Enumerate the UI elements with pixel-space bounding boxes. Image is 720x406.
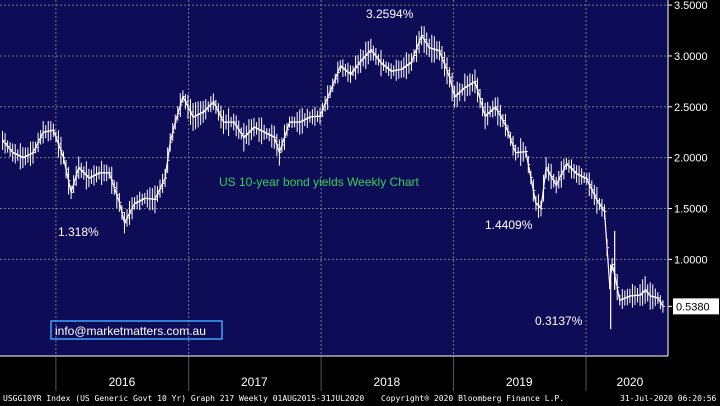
watermark-text: info@marketmatters.com.au <box>55 324 206 338</box>
chart-title: US 10-year bond yields Weekly Chart <box>219 175 420 189</box>
footer-left: USGG10YR Index (US Generic Govt 10 Yr) G… <box>3 394 365 403</box>
annotation-label: 1.318% <box>58 225 99 239</box>
watermark-box <box>50 320 223 340</box>
y-tick-label: 2.5000 <box>674 102 708 114</box>
annotation-label: 3.2594% <box>366 7 414 21</box>
y-tick-label: 2.0000 <box>674 153 708 165</box>
x-tick-label: 2019 <box>506 375 533 389</box>
x-tick-label: 2016 <box>109 375 136 389</box>
last-value-label: 0.5380 <box>676 301 710 313</box>
y-tick-label: 1.0000 <box>674 254 708 266</box>
x-tick-label: 2017 <box>241 375 268 389</box>
annotation-label: 0.3137% <box>535 314 583 328</box>
x-tick-label: 2020 <box>617 375 644 389</box>
annotation-label: 1.4409% <box>485 218 533 232</box>
series-line <box>2 34 664 307</box>
y-tick-label: 3.0000 <box>674 51 708 63</box>
footer-middle: Copyright® 2020 Bloomberg Finance L.P. <box>381 394 565 403</box>
y-tick-label: 3.5000 <box>674 0 708 12</box>
y-tick-label: 1.5000 <box>674 204 708 216</box>
chart: 0.5380 1.0000 1.5000 2.0000 2.5000 3.0000 3.50… <box>0 0 720 391</box>
footer-right: 31-Jul-2020 06:20:56 <box>620 394 717 403</box>
x-tick-label: 2018 <box>373 375 400 389</box>
last-value-box <box>673 298 719 315</box>
footer: USGG10YR Index (US Generic Govt 10 Yr) G… <box>0 391 720 406</box>
